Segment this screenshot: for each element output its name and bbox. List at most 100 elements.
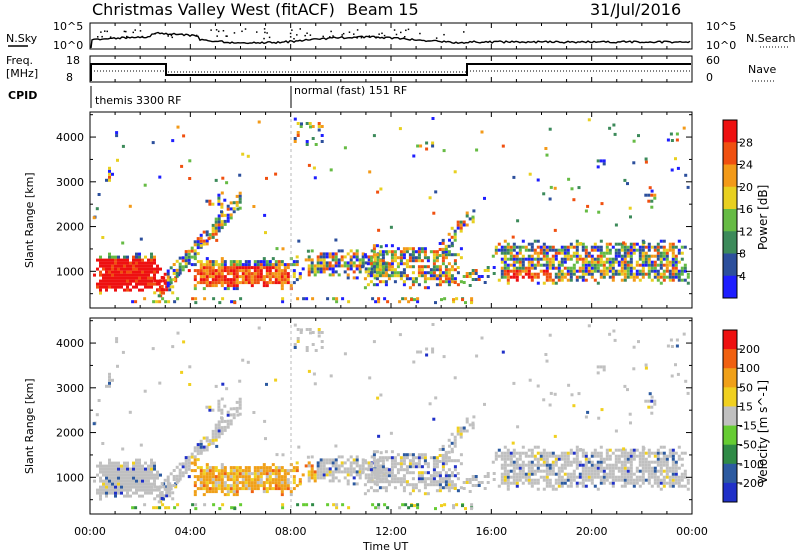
data-cell — [223, 425, 227, 429]
data-cell — [431, 347, 435, 351]
data-cell — [238, 194, 242, 198]
data-cell — [117, 485, 120, 489]
data-cell — [459, 256, 463, 260]
data-cell — [244, 263, 248, 267]
data-cell — [99, 270, 102, 274]
data-cell — [453, 459, 457, 463]
data-cell — [390, 268, 394, 272]
data-cell — [265, 260, 269, 264]
data-cell — [659, 245, 663, 249]
data-cell — [322, 255, 326, 259]
data-cell — [99, 261, 102, 265]
data-cell — [205, 260, 209, 264]
data-cell — [617, 272, 621, 276]
data-cell — [623, 475, 627, 479]
data-cell — [358, 264, 362, 268]
data-cell — [671, 242, 675, 246]
data-cell — [147, 279, 150, 283]
data-cell — [223, 493, 227, 497]
data-cell — [680, 457, 684, 461]
data-cell — [674, 254, 678, 258]
data-cell — [256, 466, 260, 470]
data-cell — [530, 245, 534, 249]
data-cell — [602, 481, 606, 485]
data-cell — [662, 475, 666, 479]
colorbar-swatch — [723, 349, 737, 369]
data-cell — [144, 276, 147, 280]
data-cell — [262, 484, 266, 488]
data-cell — [114, 282, 117, 286]
data-cell — [536, 257, 540, 261]
data-cell — [662, 239, 666, 243]
data-cell — [527, 454, 531, 458]
data-cell — [375, 274, 379, 278]
data-cell — [108, 169, 111, 173]
data-cell — [492, 272, 496, 275]
data-cell — [360, 471, 364, 475]
data-cell — [560, 275, 564, 279]
data-cell — [375, 268, 379, 272]
data-cell — [584, 257, 588, 261]
data-cell — [381, 480, 385, 484]
data-cell — [117, 491, 120, 495]
colorbar-swatch — [723, 425, 737, 446]
data-cell — [184, 262, 188, 266]
data-cell — [515, 457, 519, 461]
data-cell — [503, 239, 507, 243]
data-cell — [217, 275, 221, 279]
data-cell — [349, 464, 353, 468]
data-cell — [223, 266, 227, 270]
data-cell — [632, 478, 636, 482]
data-cell — [253, 281, 257, 285]
data-cell — [390, 271, 394, 275]
data-cell — [372, 134, 376, 138]
data-cell — [268, 478, 272, 482]
data-cell — [340, 264, 344, 268]
data-cell — [426, 259, 430, 263]
data-cell — [497, 242, 501, 246]
data-cell — [533, 481, 537, 485]
data-cell — [677, 278, 681, 282]
data-cell — [211, 438, 215, 442]
data-cell — [674, 481, 678, 485]
data-cell — [563, 478, 567, 482]
data-cell — [331, 270, 335, 274]
data-cell — [471, 269, 475, 272]
data-cell — [575, 239, 579, 243]
data-cell — [459, 435, 463, 439]
data-cell — [465, 214, 469, 218]
data-cell — [202, 445, 206, 449]
data-cell — [346, 276, 350, 280]
data-cell — [432, 268, 436, 272]
data-cell — [581, 260, 585, 264]
data-cell — [229, 266, 233, 270]
data-cell — [656, 272, 660, 276]
data-cell — [578, 460, 582, 464]
data-cell — [306, 249, 310, 253]
data-cell — [105, 473, 108, 477]
data-cell — [244, 484, 248, 488]
data-cell — [244, 481, 248, 485]
data-cell — [286, 281, 290, 285]
data-cell — [411, 283, 415, 287]
data-cell — [599, 275, 603, 279]
data-cell — [102, 479, 105, 483]
data-cell — [581, 263, 585, 267]
data-cell — [402, 459, 406, 463]
data-cell — [393, 456, 397, 460]
data-cell — [626, 245, 630, 249]
data-cell — [671, 448, 675, 452]
data-cell — [399, 477, 403, 481]
data-cell — [626, 475, 630, 479]
data-cell — [302, 503, 306, 507]
data-cell — [632, 481, 636, 485]
data-cell — [396, 453, 400, 457]
data-cell — [539, 269, 543, 273]
data-cell — [500, 478, 504, 482]
data-cell — [253, 475, 257, 479]
data-cell — [617, 242, 621, 246]
data-cell — [229, 216, 233, 220]
data-cell — [229, 484, 233, 488]
data-cell — [217, 432, 221, 436]
